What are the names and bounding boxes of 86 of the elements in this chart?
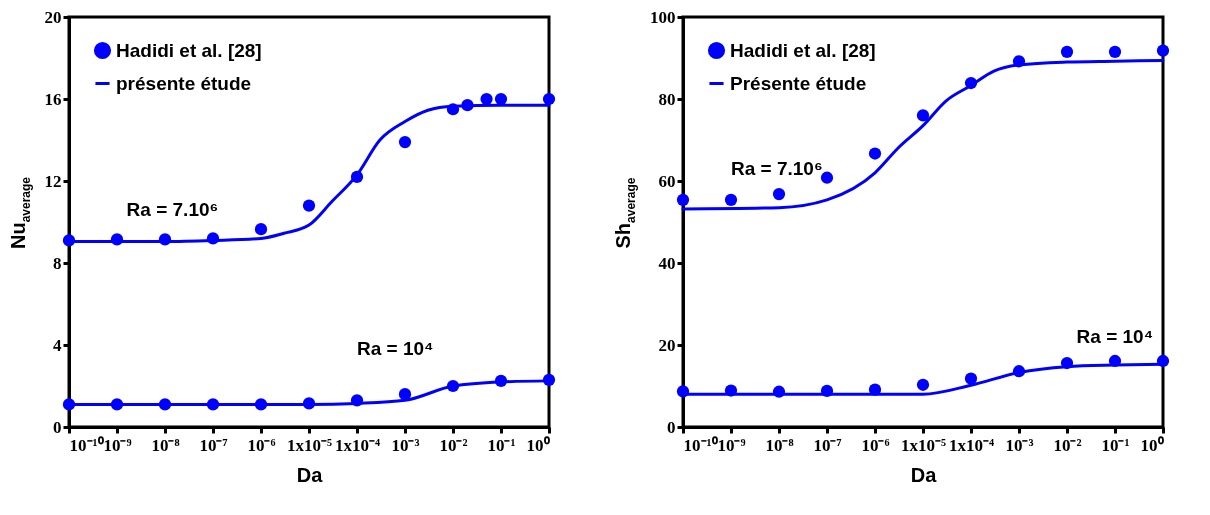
point <box>964 372 978 385</box>
x-tick-label: 10⁻² <box>439 435 468 455</box>
x-tick-label: 10⁻⁸ <box>765 435 794 455</box>
point <box>446 379 460 393</box>
x-tick-label: 1x10⁻⁵ <box>286 435 333 455</box>
annotation: Ra = 7.10⁶ <box>731 157 823 179</box>
point <box>1156 354 1170 368</box>
x-axis-title: Da <box>910 463 938 486</box>
point <box>820 171 834 184</box>
y-tick-label: 0 <box>53 417 62 437</box>
point <box>542 373 556 386</box>
point <box>916 378 930 391</box>
point <box>1156 44 1170 57</box>
point <box>820 384 834 398</box>
y-tick-label: 4 <box>53 335 62 355</box>
legend-label: Présente étude <box>730 72 867 94</box>
point <box>964 76 978 90</box>
point <box>110 398 124 411</box>
point <box>868 147 882 160</box>
legend-label: Hadidi et al. [28] <box>730 39 876 61</box>
point <box>398 135 412 149</box>
point <box>724 193 738 206</box>
point <box>724 384 738 397</box>
x-tick-label: 10⁻⁹ <box>103 435 132 455</box>
point <box>676 385 690 398</box>
y-tick-label: 60 <box>658 171 676 191</box>
point <box>1108 354 1122 368</box>
x-tick-label: 10⁻⁶ <box>861 435 890 455</box>
point <box>158 233 172 246</box>
point <box>254 398 268 411</box>
x-axis-title: Da <box>296 463 324 486</box>
legend-label: Hadidi et al. [28] <box>116 39 262 61</box>
point <box>1012 55 1026 68</box>
x-tick-label: 1x10⁻⁴ <box>334 435 381 455</box>
y-tick-label: 0 <box>667 417 676 437</box>
x-tick-label: 10⁻¹⁰ <box>69 435 104 455</box>
x-tick-label: 10⁻⁷ <box>813 435 842 455</box>
x-tick-label: 10⁻¹ <box>487 435 516 455</box>
x-tick-label: 10⁰ <box>1140 435 1164 455</box>
x-tick-label: 10⁻³ <box>391 435 420 455</box>
point <box>206 398 220 411</box>
point <box>1060 356 1074 370</box>
point <box>446 103 460 116</box>
point <box>62 234 76 247</box>
annotation: Ra = 10⁴ <box>1076 325 1154 347</box>
point <box>398 388 412 401</box>
y-tick-label: 16 <box>44 89 62 109</box>
point <box>110 233 124 246</box>
x-tick-label: 10⁻⁸ <box>151 435 180 455</box>
point <box>350 394 364 407</box>
point <box>868 383 882 396</box>
y-tick-label: 20 <box>44 7 62 27</box>
x-tick-label: 10⁻² <box>1053 435 1082 455</box>
point <box>772 385 786 398</box>
point <box>916 109 930 122</box>
x-tick-label: 10⁻³ <box>1005 435 1034 455</box>
x-tick-label: 10⁻¹⁰ <box>683 435 718 455</box>
y-tick-label: 12 <box>44 171 62 191</box>
y-tick-label: 8 <box>53 253 62 273</box>
annotation: Ra = 10⁴ <box>357 338 434 360</box>
x-tick-label: 1x10⁻⁴ <box>948 435 995 455</box>
point <box>1012 365 1026 378</box>
legend-label: présente étude <box>116 72 252 94</box>
x-tick-label: 1x10⁻⁵ <box>900 435 947 455</box>
point <box>62 398 76 411</box>
x-tick-label: 10⁻⁷ <box>199 435 228 455</box>
x-tick-label: 10⁻⁶ <box>247 435 276 455</box>
point <box>302 397 316 410</box>
point <box>676 193 690 206</box>
point <box>206 232 220 245</box>
point <box>1060 45 1074 58</box>
y-tick-label: 40 <box>658 253 676 273</box>
y-tick-label: 100 <box>650 7 676 27</box>
y-tick-label: 20 <box>658 335 676 355</box>
point <box>350 170 364 184</box>
x-tick-label: 10⁰ <box>526 435 550 455</box>
point <box>158 398 172 411</box>
annotation: Ra = 7.10⁶ <box>126 198 219 220</box>
point <box>254 223 268 236</box>
point <box>494 374 508 387</box>
point <box>772 188 786 201</box>
x-tick-label: 10⁻⁹ <box>717 435 746 455</box>
point <box>302 199 316 212</box>
point <box>1108 45 1122 58</box>
y-tick-label: 80 <box>658 89 676 109</box>
x-tick-label: 10⁻¹ <box>1101 435 1130 455</box>
